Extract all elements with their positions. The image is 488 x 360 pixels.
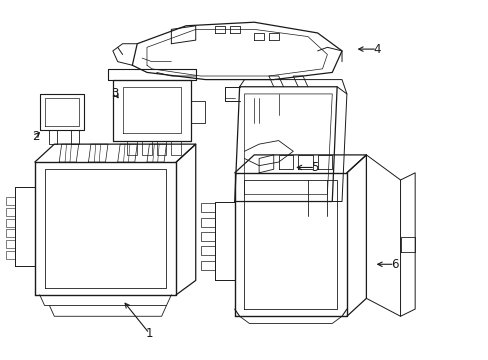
Text: 5: 5 [311, 161, 318, 174]
Text: 6: 6 [390, 258, 398, 271]
Text: 4: 4 [373, 42, 380, 55]
Text: 3: 3 [111, 87, 119, 100]
Text: 1: 1 [145, 327, 153, 340]
Text: 2: 2 [32, 130, 40, 143]
